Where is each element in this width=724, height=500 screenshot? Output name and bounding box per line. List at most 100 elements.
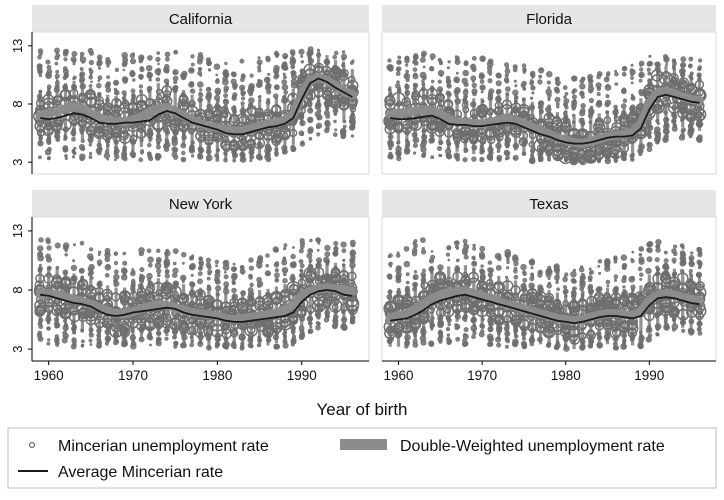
mincerian-point-large	[161, 85, 173, 96]
mincerian-point	[97, 262, 102, 267]
mincerian-point	[164, 336, 169, 341]
mincerian-point	[446, 83, 450, 88]
mincerian-point	[290, 57, 297, 64]
mincerian-point	[104, 264, 112, 271]
mincerian-point	[605, 94, 610, 99]
mincerian-point-large	[542, 325, 556, 339]
y-tick-label: 3	[10, 159, 25, 166]
mincerian-point-large	[220, 301, 232, 313]
mincerian-point	[403, 148, 411, 155]
mincerian-point	[388, 154, 394, 160]
x-tick-label: 1960	[384, 368, 414, 383]
mincerian-point-large	[492, 281, 506, 295]
mincerian-point	[248, 97, 255, 104]
mincerian-point	[291, 64, 296, 69]
legend-label: Average Mincerian rate	[58, 464, 223, 481]
mincerian-point	[487, 69, 493, 75]
mincerian-point	[342, 128, 347, 133]
mincerian-point	[316, 48, 321, 52]
mincerian-point	[564, 92, 569, 96]
mincerian-point	[72, 75, 77, 80]
mincerian-point	[529, 96, 534, 100]
mincerian-point	[198, 256, 204, 262]
mincerian-point	[207, 264, 212, 270]
mincerian-point	[455, 258, 460, 263]
mincerian-point-large	[559, 120, 572, 134]
mincerian-point	[139, 66, 144, 71]
mincerian-point-large	[626, 322, 639, 335]
mincerian-point	[308, 136, 313, 141]
mincerian-point	[290, 273, 296, 279]
mincerian-point	[315, 124, 321, 130]
mincerian-point	[596, 99, 603, 106]
mincerian-point	[698, 67, 702, 71]
mincerian-point	[453, 240, 460, 246]
mincerian-point	[180, 156, 187, 163]
mincerian-point	[605, 83, 610, 88]
mincerian-point	[265, 156, 272, 163]
mincerian-point	[639, 277, 643, 281]
mincerian-point-large	[593, 120, 606, 133]
mincerian-point	[197, 70, 203, 76]
mincerian-point	[164, 51, 171, 58]
mincerian-point	[411, 248, 418, 254]
mincerian-point	[388, 86, 392, 90]
mincerian-point	[638, 247, 642, 251]
mincerian-point	[231, 272, 238, 280]
mincerian-point	[104, 272, 110, 278]
mincerian-point	[147, 143, 152, 148]
mincerian-point	[621, 263, 628, 269]
mincerian-point	[289, 49, 296, 55]
mincerian-point	[663, 56, 668, 61]
mincerian-point	[428, 341, 435, 347]
mincerian-point	[274, 268, 279, 273]
mincerian-point	[190, 265, 194, 269]
mincerian-point	[431, 79, 435, 84]
mincerian-point	[405, 63, 409, 67]
mincerian-point-large	[269, 290, 284, 305]
mincerian-point	[531, 80, 535, 84]
mincerian-point	[282, 278, 288, 284]
mincerian-point	[257, 280, 264, 288]
mincerian-point	[131, 278, 136, 284]
mincerian-point	[114, 251, 118, 255]
mincerian-point	[665, 60, 669, 63]
mincerian-point	[46, 326, 51, 331]
mincerian-point	[64, 154, 68, 158]
mincerian-point	[430, 68, 434, 72]
mincerian-point	[263, 76, 271, 84]
mincerian-point	[164, 269, 170, 275]
mincerian-point	[530, 272, 534, 277]
mincerian-point	[258, 63, 262, 66]
mincerian-point	[231, 266, 237, 272]
mincerian-point	[78, 144, 85, 151]
mincerian-point	[282, 65, 289, 71]
mincerian-point-large	[204, 136, 214, 146]
mincerian-point	[241, 96, 246, 101]
mincerian-point	[197, 278, 203, 285]
mincerian-point	[486, 60, 494, 68]
mincerian-point	[614, 69, 618, 73]
y-tick-label: 13	[10, 224, 25, 238]
mincerian-point	[257, 79, 261, 82]
mincerian-point	[622, 285, 626, 289]
mincerian-point	[530, 258, 535, 263]
mincerian-point	[596, 92, 601, 97]
panel-title-strip	[32, 190, 369, 217]
mincerian-point	[283, 90, 289, 95]
legend-label: Mincerian unemployment rate	[58, 438, 269, 455]
double-weighted-band	[385, 86, 704, 149]
mincerian-point	[147, 55, 153, 61]
mincerian-point	[81, 339, 85, 344]
mincerian-point	[397, 266, 401, 270]
mincerian-point	[64, 157, 68, 161]
mincerian-point	[257, 56, 261, 60]
mincerian-point	[646, 241, 654, 248]
legend-band-symbol	[340, 439, 387, 450]
mincerian-point	[531, 86, 535, 90]
mincerian-point-large	[185, 321, 199, 336]
mincerian-point	[438, 153, 442, 157]
mincerian-point	[614, 71, 619, 77]
mincerian-point	[88, 59, 94, 66]
